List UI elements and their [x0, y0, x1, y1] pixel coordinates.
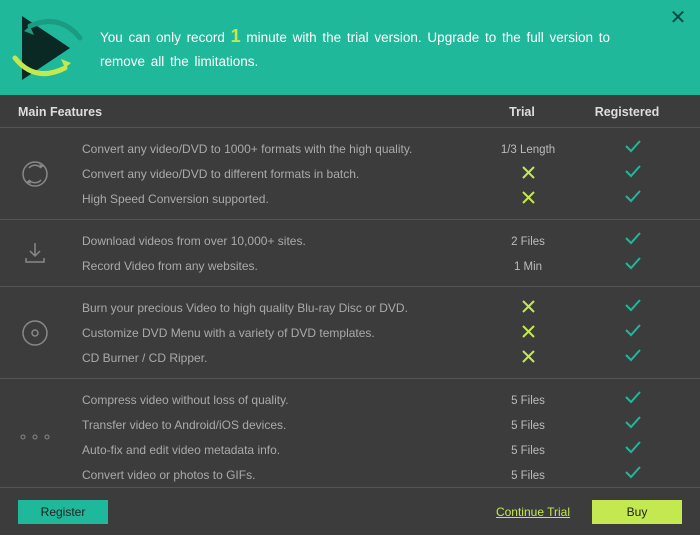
trial-value: 1/3 Length [478, 142, 578, 156]
more-icon [0, 387, 70, 487]
feature-rows: Burn your precious Video to high quality… [70, 295, 688, 370]
feature-description: Customize DVD Menu with a variety of DVD… [70, 326, 478, 340]
feature-description: Convert any video/DVD to different forma… [70, 167, 478, 181]
trial-limit-text: 2 Files [511, 236, 545, 248]
header-trial: Trial [472, 105, 572, 119]
registered-value [578, 256, 688, 275]
feature-description: Convert any video/DVD to 1000+ formats w… [70, 142, 478, 156]
feature-rows: Compress video without loss of quality. 5… [70, 387, 688, 487]
check-icon [624, 416, 642, 433]
download-icon [0, 228, 70, 278]
trial-value: 1 Min [478, 259, 578, 273]
feature-rows: Convert any video/DVD to 1000+ formats w… [70, 136, 688, 211]
registered-value [578, 298, 688, 317]
feature-row: Convert any video/DVD to 1000+ formats w… [70, 136, 688, 161]
feature-row: Transfer video to Android/iOS devices. 5 … [70, 412, 688, 437]
cross-icon [522, 191, 535, 207]
banner-highlight: 1 [231, 26, 241, 46]
header-main: Main Features [18, 105, 472, 119]
feature-description: Convert video or photos to GIFs. [70, 468, 478, 482]
feature-row: Customize DVD Menu with a variety of DVD… [70, 320, 688, 345]
trial-limit-text: 5 Files [511, 470, 545, 482]
convert-icon [0, 136, 70, 211]
trial-value: 5 Files [478, 443, 578, 457]
check-icon [624, 349, 642, 366]
registered-value [578, 164, 688, 183]
feature-description: Compress video without loss of quality. [70, 393, 478, 407]
cross-icon [522, 350, 535, 366]
continue-trial-link[interactable]: Continue Trial [496, 505, 570, 519]
trial-value [478, 166, 578, 182]
trial-limit-text: 5 Files [511, 420, 545, 432]
check-icon [624, 441, 642, 458]
trial-value [478, 191, 578, 207]
feature-row: Compress video without loss of quality. 5… [70, 387, 688, 412]
registered-value [578, 465, 688, 484]
check-icon [624, 324, 642, 341]
feature-description: Download videos from over 10,000+ sites. [70, 234, 478, 248]
table-header: Main Features Trial Registered [0, 95, 700, 127]
feature-row: Burn your precious Video to high quality… [70, 295, 688, 320]
buy-button[interactable]: Buy [592, 500, 682, 524]
close-icon[interactable]: ✕ [668, 8, 688, 28]
registered-value [578, 231, 688, 250]
burn-icon [0, 295, 70, 370]
banner-text-pre: You can only record [100, 30, 231, 45]
feature-section: Compress video without loss of quality. 5… [0, 378, 700, 495]
feature-description: Record Video from any websites. [70, 259, 478, 273]
check-icon [624, 466, 642, 483]
check-icon [624, 257, 642, 274]
check-icon [624, 391, 642, 408]
banner-message: You can only record 1 minute with the tr… [100, 21, 660, 75]
feature-description: High Speed Conversion supported. [70, 192, 478, 206]
feature-description: Burn your precious Video to high quality… [70, 301, 478, 315]
trial-limit-text: 5 Files [511, 445, 545, 457]
feature-description: Auto-fix and edit video metadata info. [70, 443, 478, 457]
check-icon [624, 140, 642, 157]
app-logo-icon [0, 0, 100, 95]
check-icon [624, 232, 642, 249]
registered-value [578, 189, 688, 208]
trial-value: 5 Files [478, 393, 578, 407]
trial-limit-text: 5 Files [511, 395, 545, 407]
trial-value [478, 325, 578, 341]
feature-description: Transfer video to Android/iOS devices. [70, 418, 478, 432]
cross-icon [522, 300, 535, 316]
registered-value [578, 415, 688, 434]
feature-row: High Speed Conversion supported. [70, 186, 688, 211]
feature-section: Convert any video/DVD to 1000+ formats w… [0, 127, 700, 219]
feature-description: CD Burner / CD Ripper. [70, 351, 478, 365]
check-icon [624, 165, 642, 182]
trial-limit-text: 1 Min [514, 261, 542, 273]
footer: Register Continue Trial Buy [0, 487, 700, 535]
trial-value: 5 Files [478, 418, 578, 432]
feature-row: Record Video from any websites. 1 Min [70, 253, 688, 278]
cross-icon [522, 166, 535, 182]
cross-icon [522, 325, 535, 341]
feature-section: Burn your precious Video to high quality… [0, 286, 700, 378]
registered-value [578, 440, 688, 459]
feature-section: Download videos from over 10,000+ sites.… [0, 219, 700, 286]
check-icon [624, 190, 642, 207]
trial-value [478, 350, 578, 366]
trial-value: 2 Files [478, 234, 578, 248]
feature-row: Convert video or photos to GIFs. 5 Files [70, 462, 688, 487]
registered-value [578, 323, 688, 342]
register-button[interactable]: Register [18, 500, 108, 524]
feature-row: Download videos from over 10,000+ sites.… [70, 228, 688, 253]
trial-value [478, 300, 578, 316]
trial-banner: You can only record 1 minute with the tr… [0, 0, 700, 95]
feature-row: CD Burner / CD Ripper. [70, 345, 688, 370]
registered-value [578, 348, 688, 367]
registered-value [578, 390, 688, 409]
header-registered: Registered [572, 105, 682, 119]
trial-value: 5 Files [478, 468, 578, 482]
feature-row: Convert any video/DVD to different forma… [70, 161, 688, 186]
check-icon [624, 299, 642, 316]
registered-value [578, 139, 688, 158]
feature-comparison: Main Features Trial Registered Convert a… [0, 95, 700, 495]
trial-limit-text: 1/3 Length [501, 144, 555, 156]
feature-row: Auto-fix and edit video metadata info. 5 … [70, 437, 688, 462]
feature-rows: Download videos from over 10,000+ sites.… [70, 228, 688, 278]
